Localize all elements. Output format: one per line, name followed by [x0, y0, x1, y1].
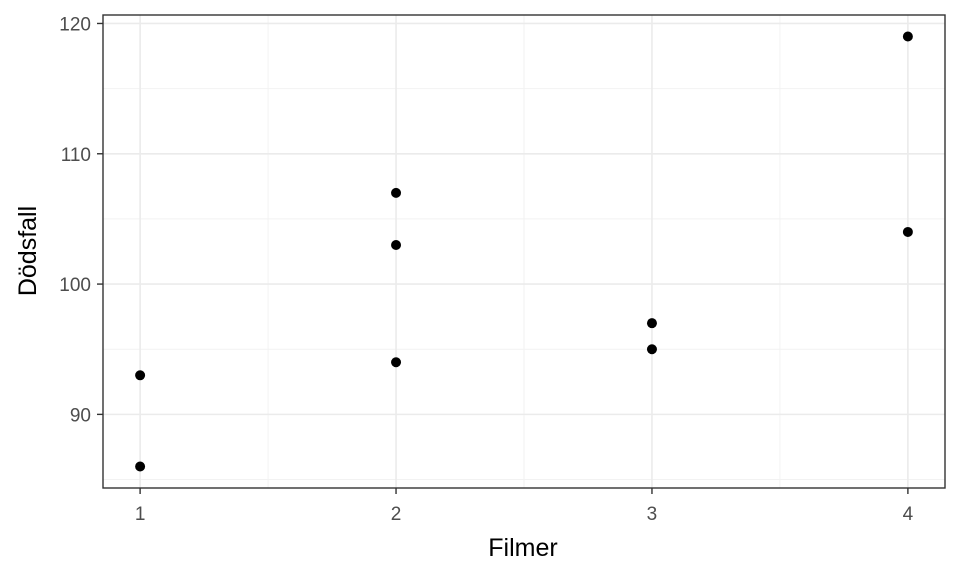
y-axis-ticks: 90 100 110 120 [59, 14, 103, 426]
y-tick-label: 90 [70, 405, 91, 426]
x-axis-ticks: 1 2 3 4 [135, 488, 914, 525]
data-point [646, 344, 657, 355]
data-point [391, 239, 402, 250]
x-tick-label: 1 [135, 504, 146, 525]
panel-border [102, 14, 946, 489]
y-tick-label: 120 [59, 14, 91, 35]
y-axis-title: Dödsfall [14, 206, 42, 296]
x-tick-label: 2 [391, 504, 402, 525]
x-tick-label: 4 [903, 504, 914, 525]
y-tick-label: 100 [59, 275, 91, 296]
data-points [135, 31, 913, 472]
x-axis-title: Filmer [488, 534, 557, 562]
data-point [646, 318, 657, 329]
data-point [135, 461, 146, 472]
y-tick-label: 110 [61, 145, 91, 166]
data-point [902, 31, 913, 42]
major-gridlines [103, 15, 945, 488]
data-point [135, 370, 146, 381]
data-point [391, 187, 402, 198]
minor-gridlines [103, 15, 945, 488]
data-point [902, 226, 913, 237]
data-point [391, 357, 402, 368]
x-tick-label: 3 [647, 504, 658, 525]
